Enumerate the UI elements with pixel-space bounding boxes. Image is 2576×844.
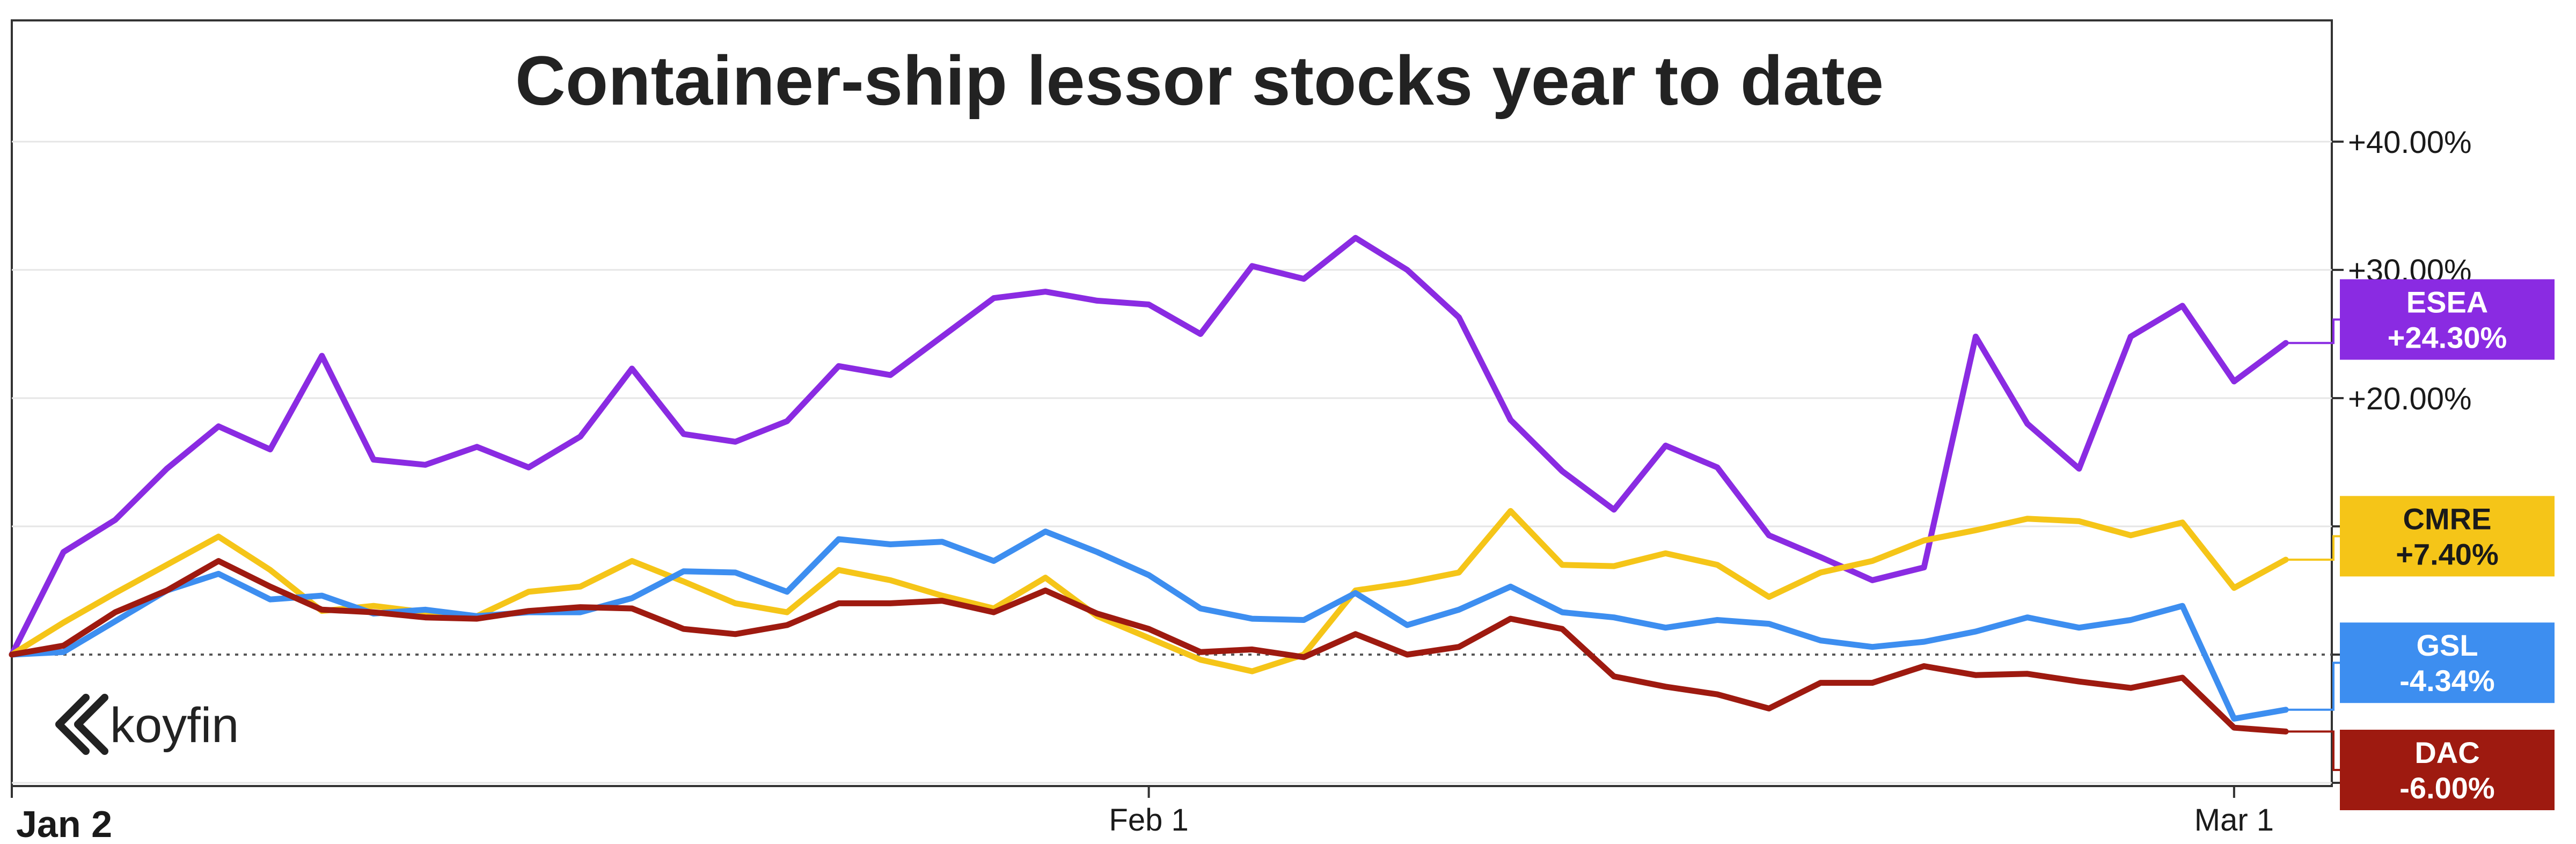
gridlines [11,19,2333,787]
x-tick-label: Feb 1 [1109,803,1188,838]
badge-esea [2340,279,2555,360]
badge-name-cmre: CMRE [2403,502,2492,535]
badge-connector-cmre [2286,535,2340,561]
series-line-cmre [9,508,2289,674]
badge-name-gsl: GSL [2416,628,2478,662]
koyfin-logo: koyfin [55,694,239,755]
x-tick-label: Jan 2 [16,803,112,844]
badge-dac [2340,730,2555,810]
series-value-badges: ESEA+24.30% CMRE+7.40% GSL-4.34% DAC-6.00% [2286,279,2555,810]
badge-value-cmre: +7.40% [2396,537,2499,571]
x-tick-label: Mar 1 [2194,803,2274,838]
koyfin-logo-text: koyfin [110,698,239,753]
badge-name-dac: DAC [2414,736,2479,769]
badge-name-esea: ESEA [2406,285,2489,319]
badge-gsl [2340,622,2555,703]
badge-connector-gsl [2286,662,2340,711]
y-tick-label: +20.00% [2348,381,2472,416]
badge-connector-dac [2286,730,2340,771]
series-lines [9,234,2289,735]
badge-value-dac: -6.00% [2399,771,2494,805]
badge-value-gsl: -4.34% [2399,664,2494,698]
series-line-dac [9,558,2289,735]
y-tick-label: +40.00% [2348,125,2472,160]
badge-connector-esea [2286,318,2340,344]
chart-title: Container-ship lessor stocks year to dat… [515,41,1884,120]
series-line-esea [9,234,2289,658]
plot-frame [11,19,2333,787]
badge-value-esea: +24.30% [2388,320,2507,354]
badge-cmre [2340,496,2555,577]
koyfin-logo-icon [55,694,108,755]
